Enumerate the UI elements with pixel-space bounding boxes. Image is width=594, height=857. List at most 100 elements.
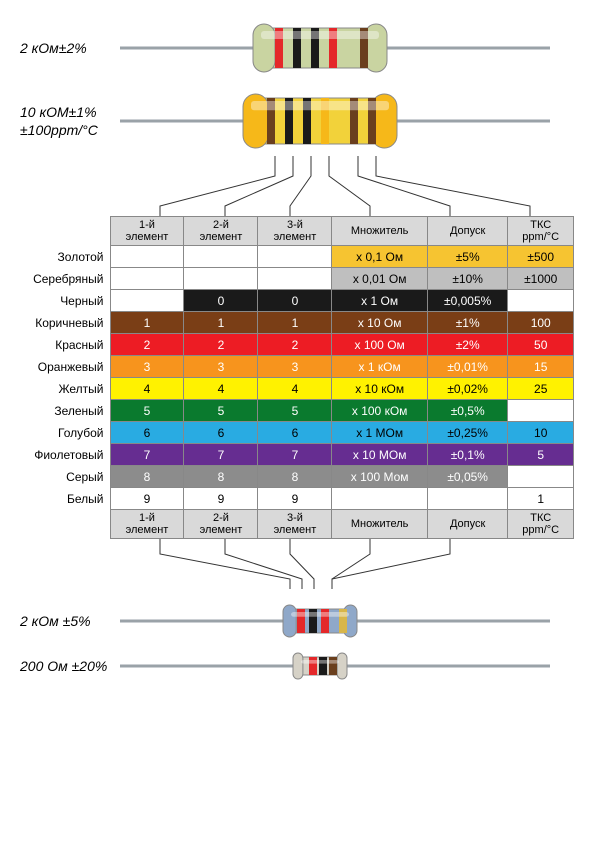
color-cell (332, 488, 427, 510)
color-cell (508, 290, 574, 312)
color-cell: 0 (184, 290, 258, 312)
color-cell: 3 (110, 356, 184, 378)
resistor-3-row: 2 кОм ±5% (10, 601, 584, 641)
color-cell: ±0,01% (427, 356, 508, 378)
color-cell: 2 (258, 334, 332, 356)
color-cell: 5 (110, 400, 184, 422)
table-row: Белый9991 (20, 488, 574, 510)
color-cell: x 10 Ом (332, 312, 427, 334)
color-cell: 2 (184, 334, 258, 356)
color-name-label: Белый (20, 488, 110, 510)
resistor-2-label: 10 кОМ±1% ±100ppm/°С (10, 103, 120, 139)
color-code-table-wrap: 1-йэлемент2-йэлемент3-йэлементМножительД… (20, 216, 574, 539)
color-name-label: Красный (20, 334, 110, 356)
table-row: Оранжевый333x 1 кОм±0,01%15 (20, 356, 574, 378)
color-cell: ±0,25% (427, 422, 508, 444)
resistor-2-row: 10 кОМ±1% ±100ppm/°С (10, 86, 584, 156)
color-name-label: Голубой (20, 422, 110, 444)
color-cell: x 1 Ом (332, 290, 427, 312)
color-cell: 7 (110, 444, 184, 466)
color-cell (258, 268, 332, 290)
color-cell: ±1% (427, 312, 508, 334)
connector-lines-top (10, 156, 584, 216)
color-cell (184, 268, 258, 290)
resistor-3-label: 2 кОм ±5% (10, 612, 120, 630)
resistor-3-graphic (120, 601, 584, 641)
color-cell: x 1 кОм (332, 356, 427, 378)
color-cell: ±5% (427, 246, 508, 268)
resistor-2-graphic (120, 86, 584, 156)
color-cell: 8 (184, 466, 258, 488)
table-row: Черный00x 1 Ом±0,005% (20, 290, 574, 312)
color-cell: 10 (508, 422, 574, 444)
color-cell: 4 (110, 378, 184, 400)
color-cell: ±0,005% (427, 290, 508, 312)
color-cell (508, 466, 574, 488)
color-cell: ±0,5% (427, 400, 508, 422)
color-cell: ±1000 (508, 268, 574, 290)
color-cell (508, 400, 574, 422)
color-cell: 9 (258, 488, 332, 510)
color-name-label: Желтый (20, 378, 110, 400)
table-row: Голубой666x 1 МОм±0,25%10 (20, 422, 574, 444)
color-cell: 8 (110, 466, 184, 488)
color-cell: 3 (258, 356, 332, 378)
connector-lines-bottom (10, 539, 584, 589)
resistor-1-graphic (120, 18, 584, 78)
color-cell (258, 246, 332, 268)
color-cell: ±0,02% (427, 378, 508, 400)
table-header: Множитель (332, 510, 427, 539)
table-row: Серебряныйx 0,01 Ом±10%±1000 (20, 268, 574, 290)
color-cell: 7 (184, 444, 258, 466)
color-cell: 1 (110, 312, 184, 334)
resistor-1-label: 2 кОм±2% (10, 39, 120, 57)
table-header: Множитель (332, 217, 427, 246)
table-row: Серый888x 100 Мом±0,05% (20, 466, 574, 488)
color-cell: 3 (184, 356, 258, 378)
color-name-label: Зеленый (20, 400, 110, 422)
color-cell: 7 (258, 444, 332, 466)
color-cell: ±0,1% (427, 444, 508, 466)
color-cell: 5 (508, 444, 574, 466)
color-cell: ±10% (427, 268, 508, 290)
color-cell (184, 246, 258, 268)
table-header: 2-йэлемент (184, 510, 258, 539)
color-cell: 9 (184, 488, 258, 510)
table-row: Коричневый111x 10 Ом±1%100 (20, 312, 574, 334)
table-row: Фиолетовый777x 10 МОм±0,1%5 (20, 444, 574, 466)
color-cell: x 100 Мом (332, 466, 427, 488)
color-cell: ±0,05% (427, 466, 508, 488)
resistor-4-label: 200 Ом ±20% (10, 657, 120, 675)
table-row: Зеленый555x 100 кОм±0,5% (20, 400, 574, 422)
color-name-label: Коричневый (20, 312, 110, 334)
color-cell: 50 (508, 334, 574, 356)
table-header: 3-йэлемент (258, 510, 332, 539)
color-cell: 9 (110, 488, 184, 510)
resistor-1-row: 2 кОм±2% (10, 18, 584, 78)
table-header: 3-йэлемент (258, 217, 332, 246)
color-cell: 6 (258, 422, 332, 444)
color-cell: 15 (508, 356, 574, 378)
color-cell: 5 (184, 400, 258, 422)
color-cell: 1 (258, 312, 332, 334)
color-cell (427, 488, 508, 510)
color-cell: ±500 (508, 246, 574, 268)
table-header: 1-йэлемент (110, 217, 184, 246)
resistor-4-row: 200 Ом ±20% (10, 649, 584, 683)
color-cell: 6 (184, 422, 258, 444)
table-header: ТКСppm/°С (508, 510, 574, 539)
color-name-label: Черный (20, 290, 110, 312)
table-row: Красный222x 100 Ом±2%50 (20, 334, 574, 356)
color-cell (110, 268, 184, 290)
color-name-label: Фиолетовый (20, 444, 110, 466)
table-row: Золотойx 0,1 Ом±5%±500 (20, 246, 574, 268)
color-cell: 6 (110, 422, 184, 444)
color-cell: 4 (258, 378, 332, 400)
color-cell: x 0,01 Ом (332, 268, 427, 290)
color-cell: x 1 МОм (332, 422, 427, 444)
color-cell: x 0,1 Ом (332, 246, 427, 268)
color-cell: 25 (508, 378, 574, 400)
color-cell: x 100 кОм (332, 400, 427, 422)
table-header: Допуск (427, 510, 508, 539)
table-header: 1-йэлемент (110, 510, 184, 539)
